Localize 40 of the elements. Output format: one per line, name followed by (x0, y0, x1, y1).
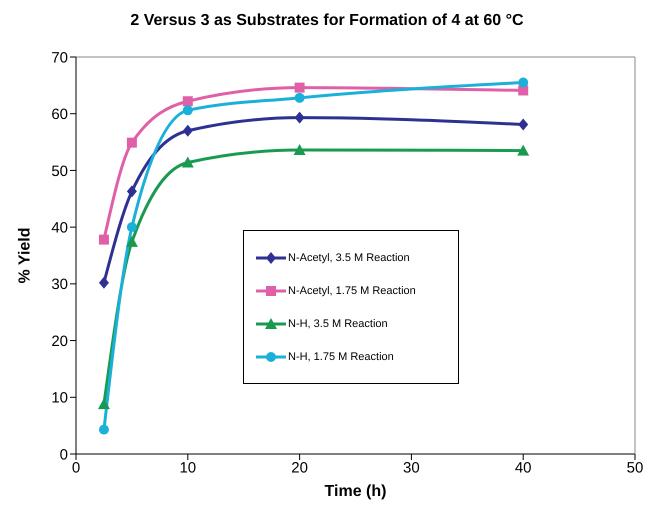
y-tick-label: 0 (60, 446, 68, 464)
x-tick-label: 40 (514, 460, 532, 477)
x-tick-label: 0 (72, 460, 80, 477)
point (294, 82, 305, 93)
point (126, 236, 138, 247)
point (182, 124, 193, 137)
point (517, 144, 530, 156)
point (98, 276, 109, 289)
point (518, 78, 528, 88)
point (182, 156, 194, 168)
y-tick-label: 20 (51, 332, 68, 350)
y-tick-label: 70 (51, 49, 68, 66)
point (182, 105, 193, 116)
point (182, 96, 193, 106)
point (126, 222, 137, 232)
y-axis-title: % Yield (16, 227, 34, 284)
legend-label: N-H, 1.75 M Reaction (288, 350, 394, 362)
y-tick-label: 10 (51, 390, 68, 407)
legend-label: N-H, 3.5 M Reaction (288, 318, 388, 330)
x-tick-label: 20 (291, 460, 308, 477)
point (518, 118, 528, 130)
y-tick-label: 40 (51, 219, 68, 236)
y-tick-label: 60 (51, 106, 68, 124)
point (126, 185, 137, 198)
point (126, 138, 137, 148)
point (98, 234, 109, 245)
x-tick-label: 10 (179, 460, 196, 477)
x-axis-title: Time (h) (324, 483, 386, 500)
x-tick-label: 50 (626, 460, 644, 477)
point (294, 112, 305, 124)
y-tick-label: 30 (51, 276, 68, 294)
point (98, 398, 110, 410)
legend-label: N-Acetyl, 3.5 M Reaction (288, 252, 410, 264)
legend-label: N-Acetyl, 1.75 M Reaction (288, 284, 416, 296)
point (98, 424, 109, 435)
point (294, 92, 305, 103)
y-tick-label: 50 (51, 162, 68, 180)
point (294, 144, 306, 156)
chart-title: 2 Versus 3 as Substrates for Formation of 4 at 60 °C (129, 11, 525, 31)
x-tick-label: 30 (403, 460, 420, 477)
